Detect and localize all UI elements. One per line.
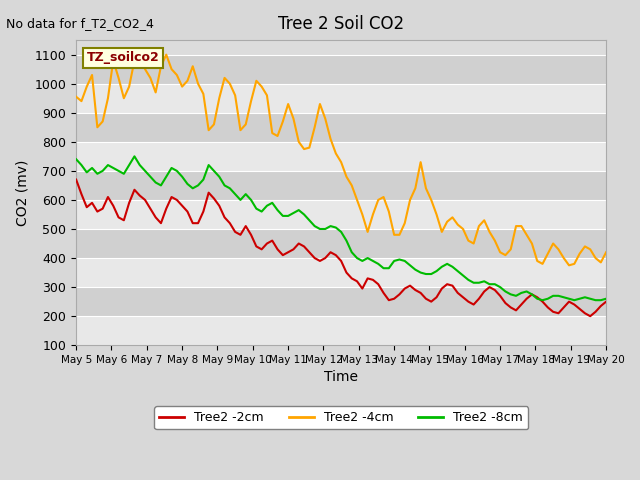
Text: No data for f_T2_CO2_4: No data for f_T2_CO2_4: [6, 17, 154, 30]
Y-axis label: CO2 (mv): CO2 (mv): [15, 159, 29, 226]
Title: Tree 2 Soil CO2: Tree 2 Soil CO2: [278, 15, 404, 33]
Bar: [76, 55, 606, 84]
Bar: [76, 84, 606, 113]
Bar: [76, 287, 606, 316]
X-axis label: Time: Time: [324, 371, 358, 384]
Bar: [76, 200, 606, 229]
Bar: [76, 113, 606, 142]
Bar: [76, 258, 606, 287]
Text: TZ_soilco2: TZ_soilco2: [87, 51, 159, 64]
Legend: Tree2 -2cm, Tree2 -4cm, Tree2 -8cm: Tree2 -2cm, Tree2 -4cm, Tree2 -8cm: [154, 407, 528, 430]
Bar: [76, 316, 606, 345]
Bar: [76, 229, 606, 258]
Bar: [76, 142, 606, 171]
Bar: [76, 171, 606, 200]
